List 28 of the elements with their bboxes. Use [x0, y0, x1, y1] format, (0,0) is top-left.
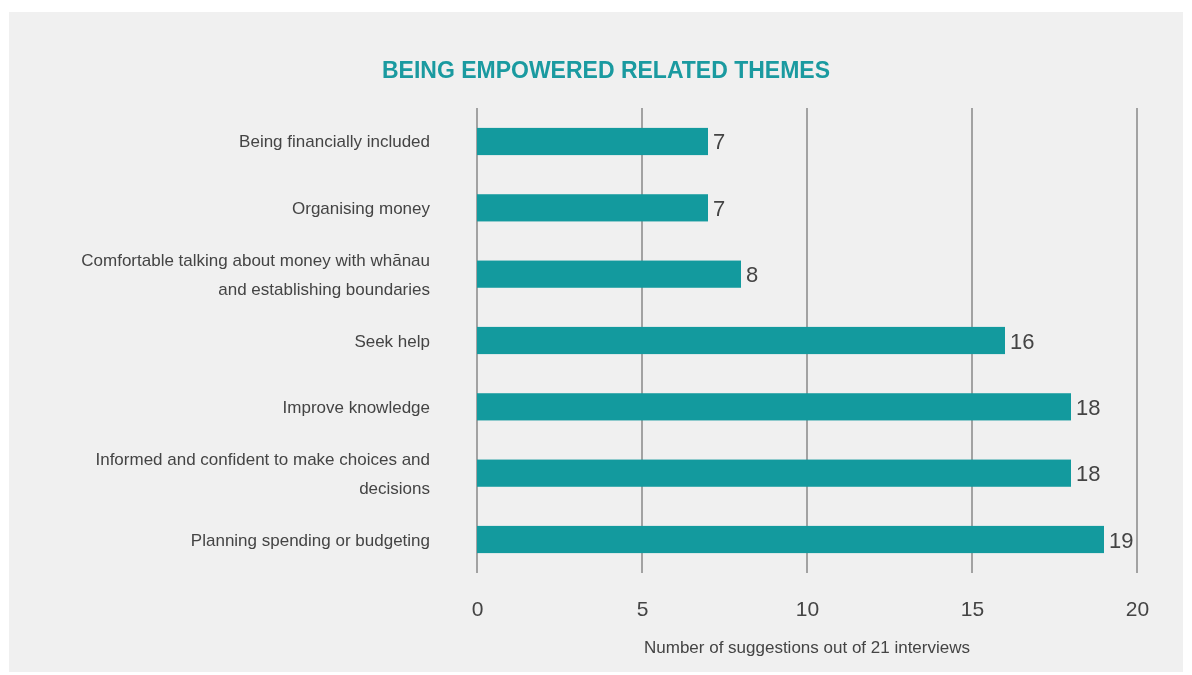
- x-tick-label: 5: [636, 596, 649, 620]
- bar: [477, 127, 708, 156]
- chart-title: BEING EMPOWERED RELATED THEMES: [381, 57, 831, 83]
- bar: [477, 194, 708, 222]
- data-label: 8: [746, 262, 759, 288]
- bar: [477, 525, 1104, 554]
- y-tick-label: Informed and confident to make choices and decisions: [95, 449, 430, 498]
- data-label: 7: [713, 129, 726, 155]
- x-tick-label: 0: [471, 596, 484, 620]
- x-tick-label: 10: [795, 596, 820, 620]
- y-tick-label: Planning spending or budgeting: [190, 530, 430, 550]
- data-label: 7: [713, 195, 726, 221]
- y-tick-label: Improve knowledge: [282, 397, 430, 417]
- data-label: 19: [1109, 527, 1134, 553]
- data-label: 18: [1076, 461, 1101, 487]
- x-axis-title: Number of suggestions out of 21 interviews: [643, 638, 971, 657]
- y-tick-label: Comfortable talking about money with whānau and establishing boundaries: [81, 250, 430, 299]
- bar: [477, 260, 741, 288]
- bar: [477, 393, 1071, 421]
- x-tick-label: 20: [1125, 596, 1150, 620]
- y-tick-label: Being financially included: [239, 132, 430, 152]
- bar: [477, 326, 1005, 355]
- data-label: 16: [1010, 328, 1035, 354]
- x-tick-label: 15: [960, 596, 985, 620]
- y-tick-label: Organising money: [292, 198, 431, 218]
- data-label: 18: [1076, 394, 1101, 420]
- y-tick-label: Seek help: [354, 331, 430, 351]
- bar: [477, 459, 1071, 487]
